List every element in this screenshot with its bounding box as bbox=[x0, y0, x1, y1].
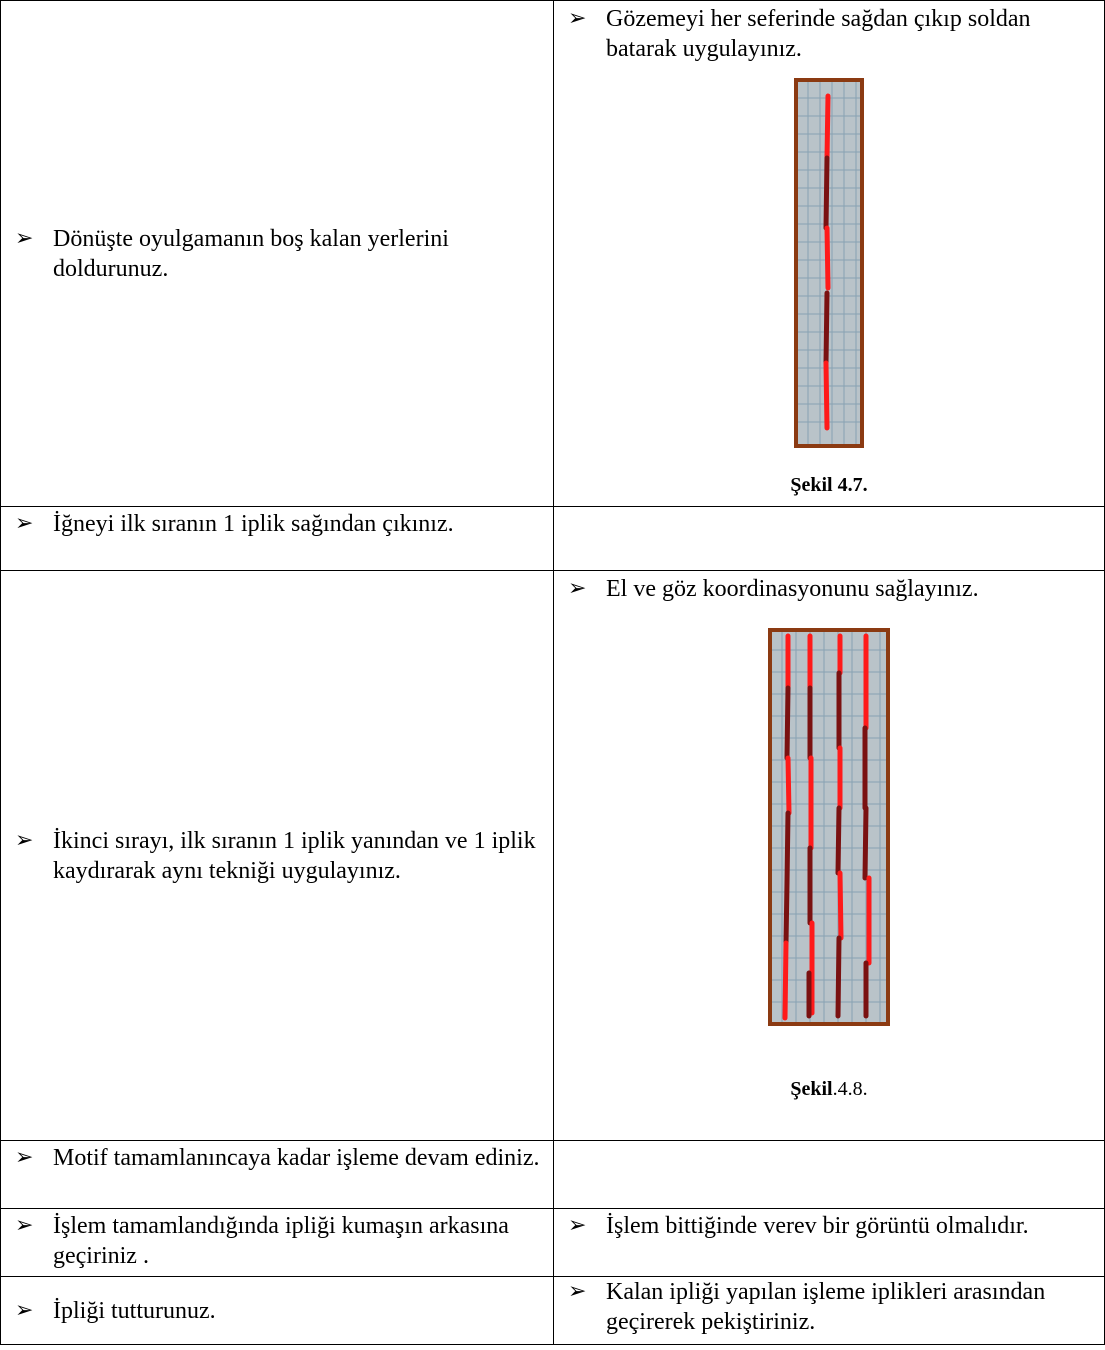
figure-caption: Şekil.4.8. bbox=[790, 1078, 868, 1100]
step-text: İğneyi ilk sıranın 1 iplik sağından çıkı… bbox=[53, 511, 454, 537]
note-text: Kalan ipliği yapılan işleme iplikleri ar… bbox=[606, 1279, 1046, 1335]
step-cell: ➢ İğneyi ilk sıranın 1 iplik sağından çı… bbox=[0, 506, 554, 571]
note-cell bbox=[553, 506, 1105, 571]
step-cell: ➢ İşlem tamamlandığında ipliği kumaşın a… bbox=[0, 1208, 554, 1277]
note-cell bbox=[553, 1140, 1105, 1209]
table-row: ➢ İşlem tamamlandığında ipliği kumaşın a… bbox=[0, 1208, 1105, 1277]
arrowhead-bullet-icon: ➢ bbox=[15, 827, 34, 853]
note-cell: ➢ Gözemeyi her seferinde sağdan çıkıp so… bbox=[553, 0, 1105, 507]
stitch-figure-4-7 bbox=[794, 78, 864, 448]
stitch-figure-4-8 bbox=[768, 628, 890, 1026]
arrowhead-bullet-icon: ➢ bbox=[15, 1145, 34, 1170]
note-cell: ➢ El ve göz koordinasyonunu sağlayınız. bbox=[553, 570, 1105, 1141]
step-text: İşlem tamamlandığında ipliği kumaşın ark… bbox=[53, 1213, 509, 1269]
table-row: ➢ İğneyi ilk sıranın 1 iplik sağından çı… bbox=[0, 506, 1105, 571]
arrowhead-bullet-icon: ➢ bbox=[15, 1297, 34, 1323]
arrowhead-bullet-icon: ➢ bbox=[15, 511, 34, 536]
arrowhead-bullet-icon: ➢ bbox=[568, 1213, 587, 1238]
table-row: ➢ Motif tamamlanıncaya kadar işleme deva… bbox=[0, 1140, 1105, 1209]
step-text: İkinci sırayı, ilk sıranın 1 iplik yanın… bbox=[53, 827, 536, 884]
table-row: ➢ İpliği tutturunuz. ➢ Kalan ipliği yapı… bbox=[0, 1276, 1105, 1345]
step-text: Motif tamamlanıncaya kadar işleme devam … bbox=[53, 1145, 540, 1171]
arrowhead-bullet-icon: ➢ bbox=[568, 576, 587, 601]
step-text: Dönüşte oyulgamanın boş kalan yerlerini … bbox=[53, 225, 449, 282]
note-text: İşlem bittiğinde verev bir görüntü olmal… bbox=[606, 1213, 1029, 1239]
arrowhead-bullet-icon: ➢ bbox=[568, 6, 587, 31]
step-cell: ➢ İpliği tutturunuz. bbox=[0, 1276, 554, 1345]
arrowhead-bullet-icon: ➢ bbox=[15, 225, 34, 251]
arrowhead-bullet-icon: ➢ bbox=[568, 1279, 587, 1304]
figure-caption: Şekil 4.7. bbox=[790, 474, 868, 496]
step-cell: ➢ Motif tamamlanıncaya kadar işleme deva… bbox=[0, 1140, 554, 1209]
note-cell: ➢ İşlem bittiğinde verev bir görüntü olm… bbox=[553, 1208, 1105, 1277]
step-text: İpliği tutturunuz. bbox=[53, 1297, 216, 1324]
note-text: Gözemeyi her seferinde sağdan çıkıp sold… bbox=[606, 6, 1031, 62]
table-row: ➢ İkinci sırayı, ilk sıranın 1 iplik yan… bbox=[0, 570, 1105, 1141]
step-cell: ➢ Dönüşte oyulgamanın boş kalan yerlerin… bbox=[0, 0, 554, 507]
note-text: El ve göz koordinasyonunu sağlayınız. bbox=[606, 576, 979, 602]
table-row: ➢ Dönüşte oyulgamanın boş kalan yerlerin… bbox=[0, 0, 1105, 507]
note-cell: ➢ Kalan ipliği yapılan işleme iplikleri … bbox=[553, 1276, 1105, 1345]
step-cell: ➢ İkinci sırayı, ilk sıranın 1 iplik yan… bbox=[0, 570, 554, 1141]
arrowhead-bullet-icon: ➢ bbox=[15, 1213, 34, 1238]
